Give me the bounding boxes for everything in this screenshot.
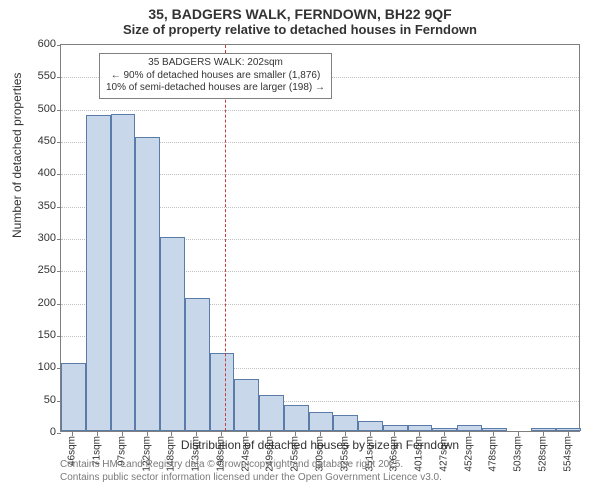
bar [333,415,358,431]
bar [185,298,210,431]
ytick-mark [57,304,61,305]
ytick-mark [57,110,61,111]
ytick-label: 550 [22,70,56,82]
bar [234,379,259,431]
ytick-mark [57,433,61,434]
ytick-mark [57,174,61,175]
footer: Contains HM Land Registry data © Crown c… [60,458,580,484]
bar [383,425,408,431]
annotation-box: 35 BADGERS WALK: 202sqm← 90% of detached… [99,53,332,99]
ytick-mark [57,45,61,46]
chart-title: 35, BADGERS WALK, FERNDOWN, BH22 9QF [0,0,600,22]
marker-line [225,45,226,431]
ytick-label: 300 [22,232,56,244]
chart-subtitle: Size of property relative to detached ho… [0,22,600,39]
bar [86,115,111,431]
bar [135,137,160,431]
ytick-label: 100 [22,361,56,373]
ytick-label: 200 [22,297,56,309]
ytick-mark [57,142,61,143]
bar [61,363,86,431]
bar [259,395,284,431]
ytick-label: 250 [22,264,56,276]
bar [309,412,334,431]
x-axis-label: Distribution of detached houses by size … [60,438,580,452]
bar [482,428,507,431]
bar [111,114,136,431]
ytick-label: 500 [22,103,56,115]
ytick-mark [57,271,61,272]
plot-wrap: 35 BADGERS WALK: 202sqm← 90% of detached… [60,44,580,432]
annotation-line-2: ← 90% of detached houses are smaller (1,… [106,70,325,83]
plot-area: 35 BADGERS WALK: 202sqm← 90% of detached… [60,44,580,432]
gridline [61,110,579,111]
chart-root: 35, BADGERS WALK, FERNDOWN, BH22 9QF Siz… [0,0,600,500]
footer-line-1: Contains HM Land Registry data © Crown c… [60,458,580,471]
ytick-label: 350 [22,200,56,212]
bar [556,428,581,431]
ytick-mark [57,239,61,240]
ytick-label: 450 [22,135,56,147]
annotation-line-3: 10% of semi-detached houses are larger (… [106,82,325,95]
ytick-mark [57,336,61,337]
bar [531,428,556,431]
ytick-label: 50 [22,394,56,406]
ytick-label: 0 [22,426,56,438]
bar [358,421,383,431]
bar [160,237,185,431]
bar [408,425,433,431]
ytick-label: 400 [22,167,56,179]
annotation-line-1: 35 BADGERS WALK: 202sqm [106,57,325,70]
footer-line-2: Contains public sector information licen… [60,471,580,484]
ytick-mark [57,207,61,208]
bar [210,353,235,431]
ytick-label: 150 [22,329,56,341]
ytick-mark [57,77,61,78]
y-axis-label: Number of detached properties [10,73,24,238]
bar [432,428,457,431]
bar [457,425,482,431]
bar [284,405,309,431]
ytick-label: 600 [22,38,56,50]
